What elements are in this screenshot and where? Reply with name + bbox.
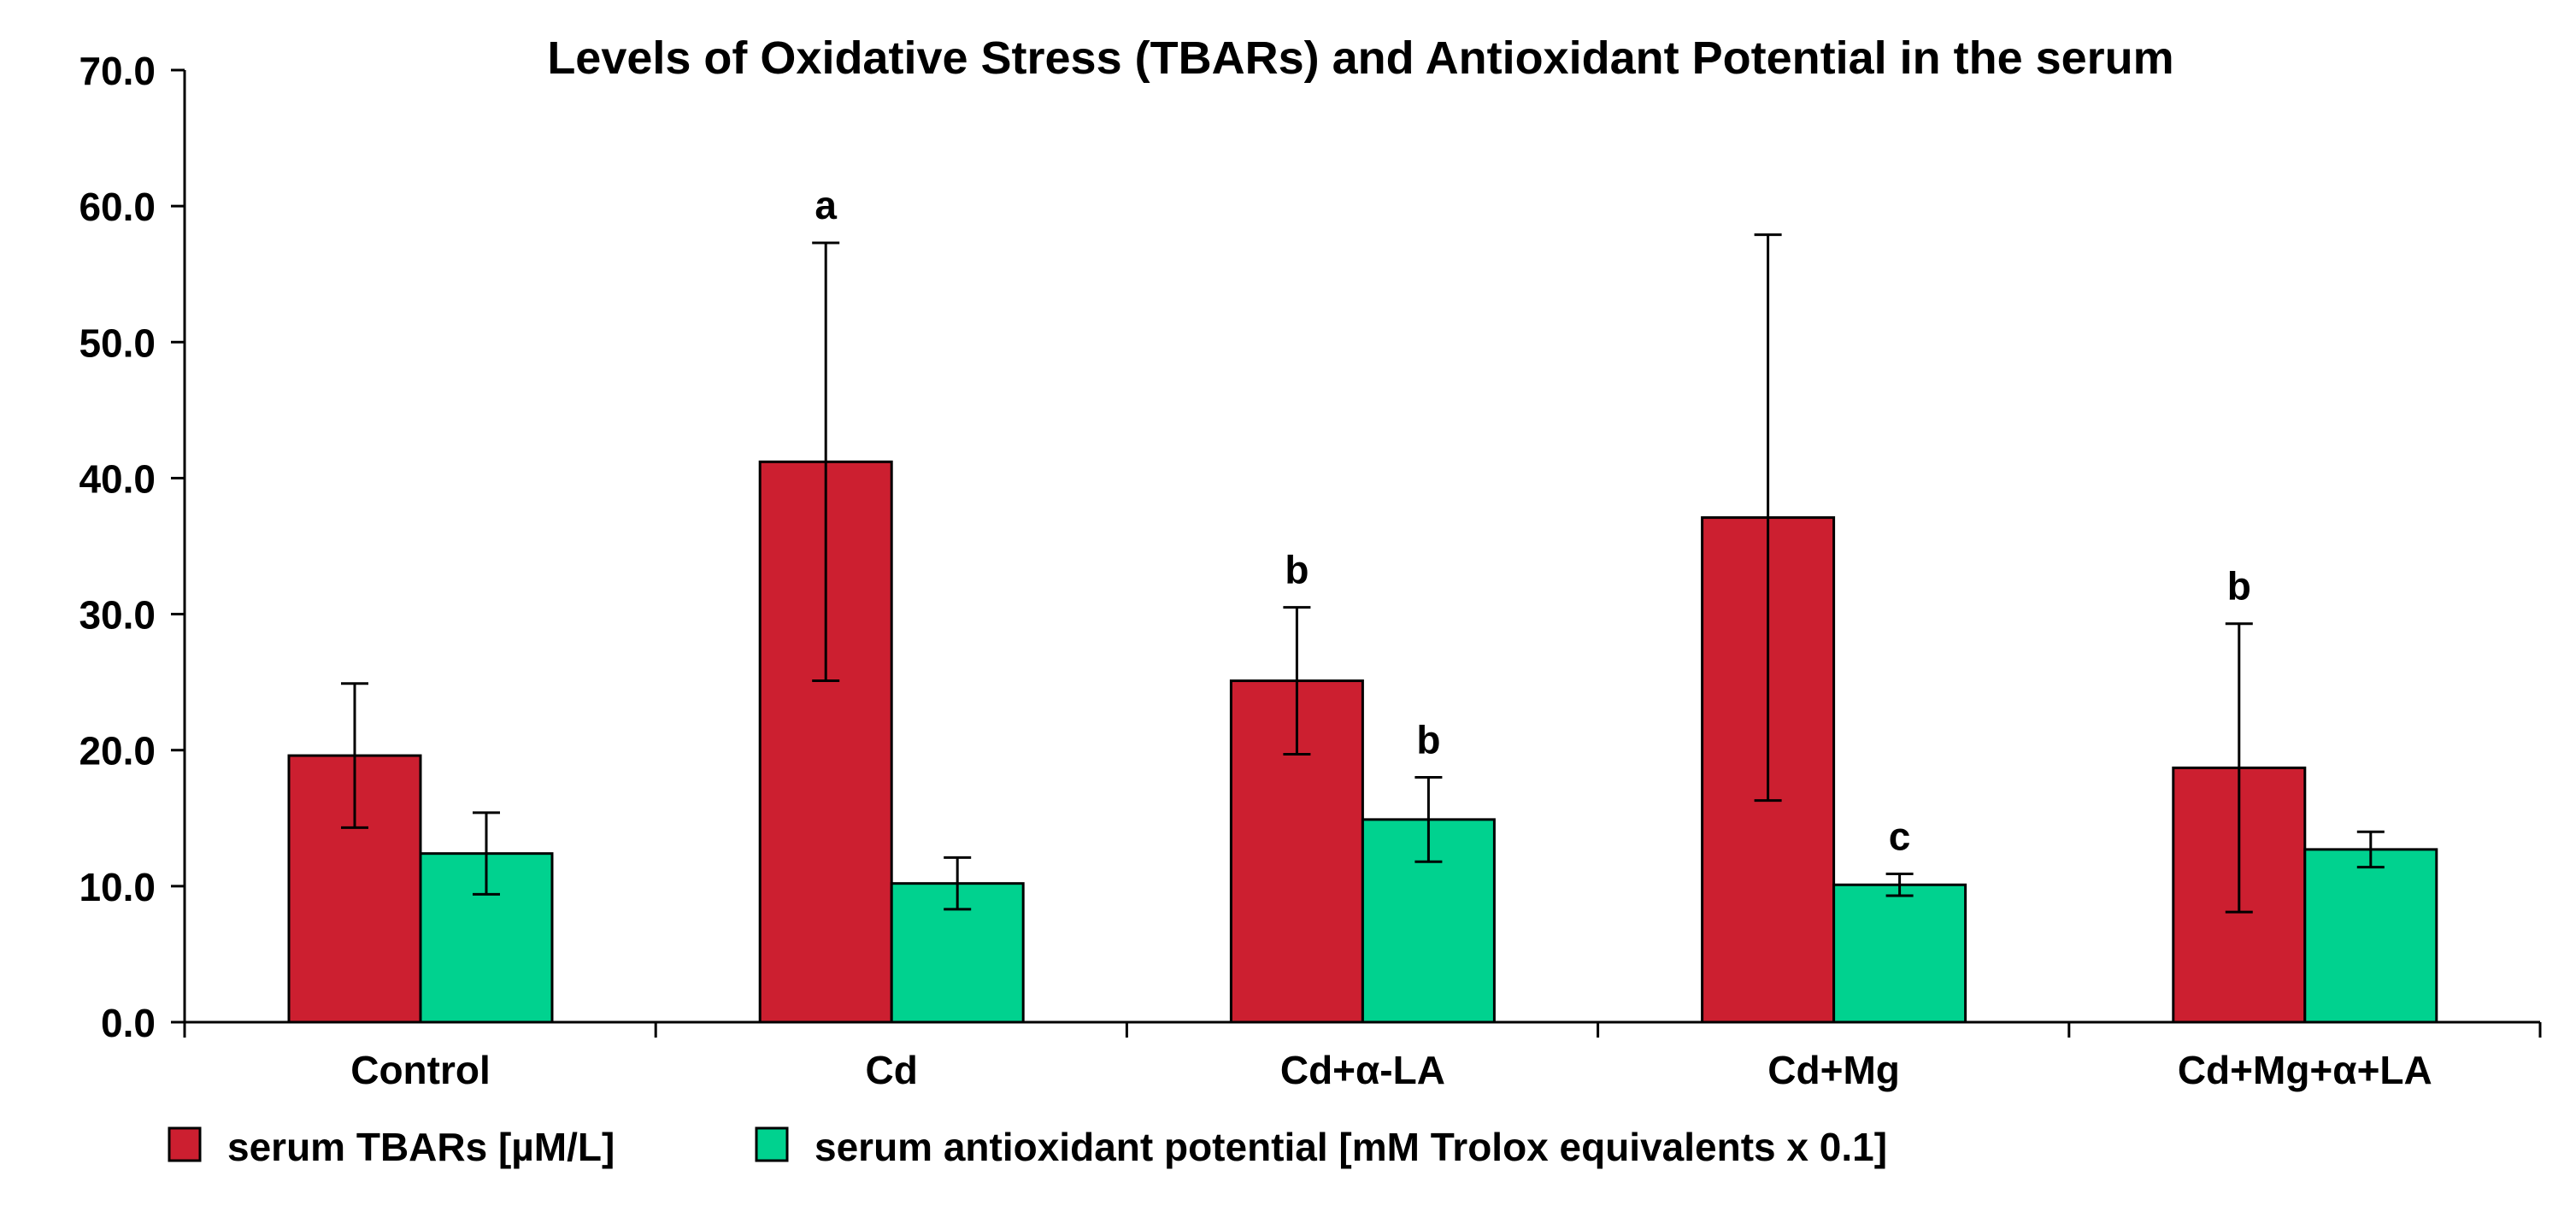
y-tick-label: 70.0	[79, 49, 156, 93]
chart-title: Levels of Oxidative Stress (TBARs) and A…	[547, 32, 2173, 84]
y-tick-label: 60.0	[79, 185, 156, 229]
y-tick-label: 10.0	[79, 865, 156, 909]
annotations: a b b b c	[815, 183, 2250, 858]
y-tick-label: 40.0	[79, 456, 156, 501]
x-tick-label: Cd	[866, 1048, 918, 1092]
y-tick-label: 20.0	[79, 729, 156, 773]
y-tick-label: 50.0	[79, 320, 156, 365]
legend-label: serum TBARs [µM/L]	[227, 1125, 615, 1169]
x-tick-label: Cd+α-LA	[1280, 1048, 1445, 1092]
significance-label: b	[1416, 718, 1440, 762]
legend-swatch	[755, 1126, 789, 1162]
significance-label: b	[1285, 548, 1309, 592]
bar	[2303, 848, 2438, 1024]
x-tick-label: Cd+Mg	[1767, 1048, 1900, 1092]
error-bars	[341, 233, 2385, 914]
bar	[1832, 883, 1967, 1024]
y-tick-label: 0.0	[101, 1001, 156, 1045]
legend: serum TBARs [µM/L] serum antioxidant pote…	[168, 1125, 1887, 1169]
significance-label: a	[815, 183, 837, 227]
y-tick-label: 30.0	[79, 593, 156, 638]
legend-label: serum antioxidant potential [mM Trolox e…	[815, 1125, 1887, 1169]
x-tick-label: Control	[350, 1048, 491, 1092]
legend-swatch	[168, 1126, 202, 1162]
x-tick-label: Cd+Mg+α+LA	[2178, 1048, 2432, 1092]
significance-label: c	[1889, 814, 1911, 859]
significance-label: b	[2227, 564, 2251, 609]
bars	[287, 460, 2438, 1024]
